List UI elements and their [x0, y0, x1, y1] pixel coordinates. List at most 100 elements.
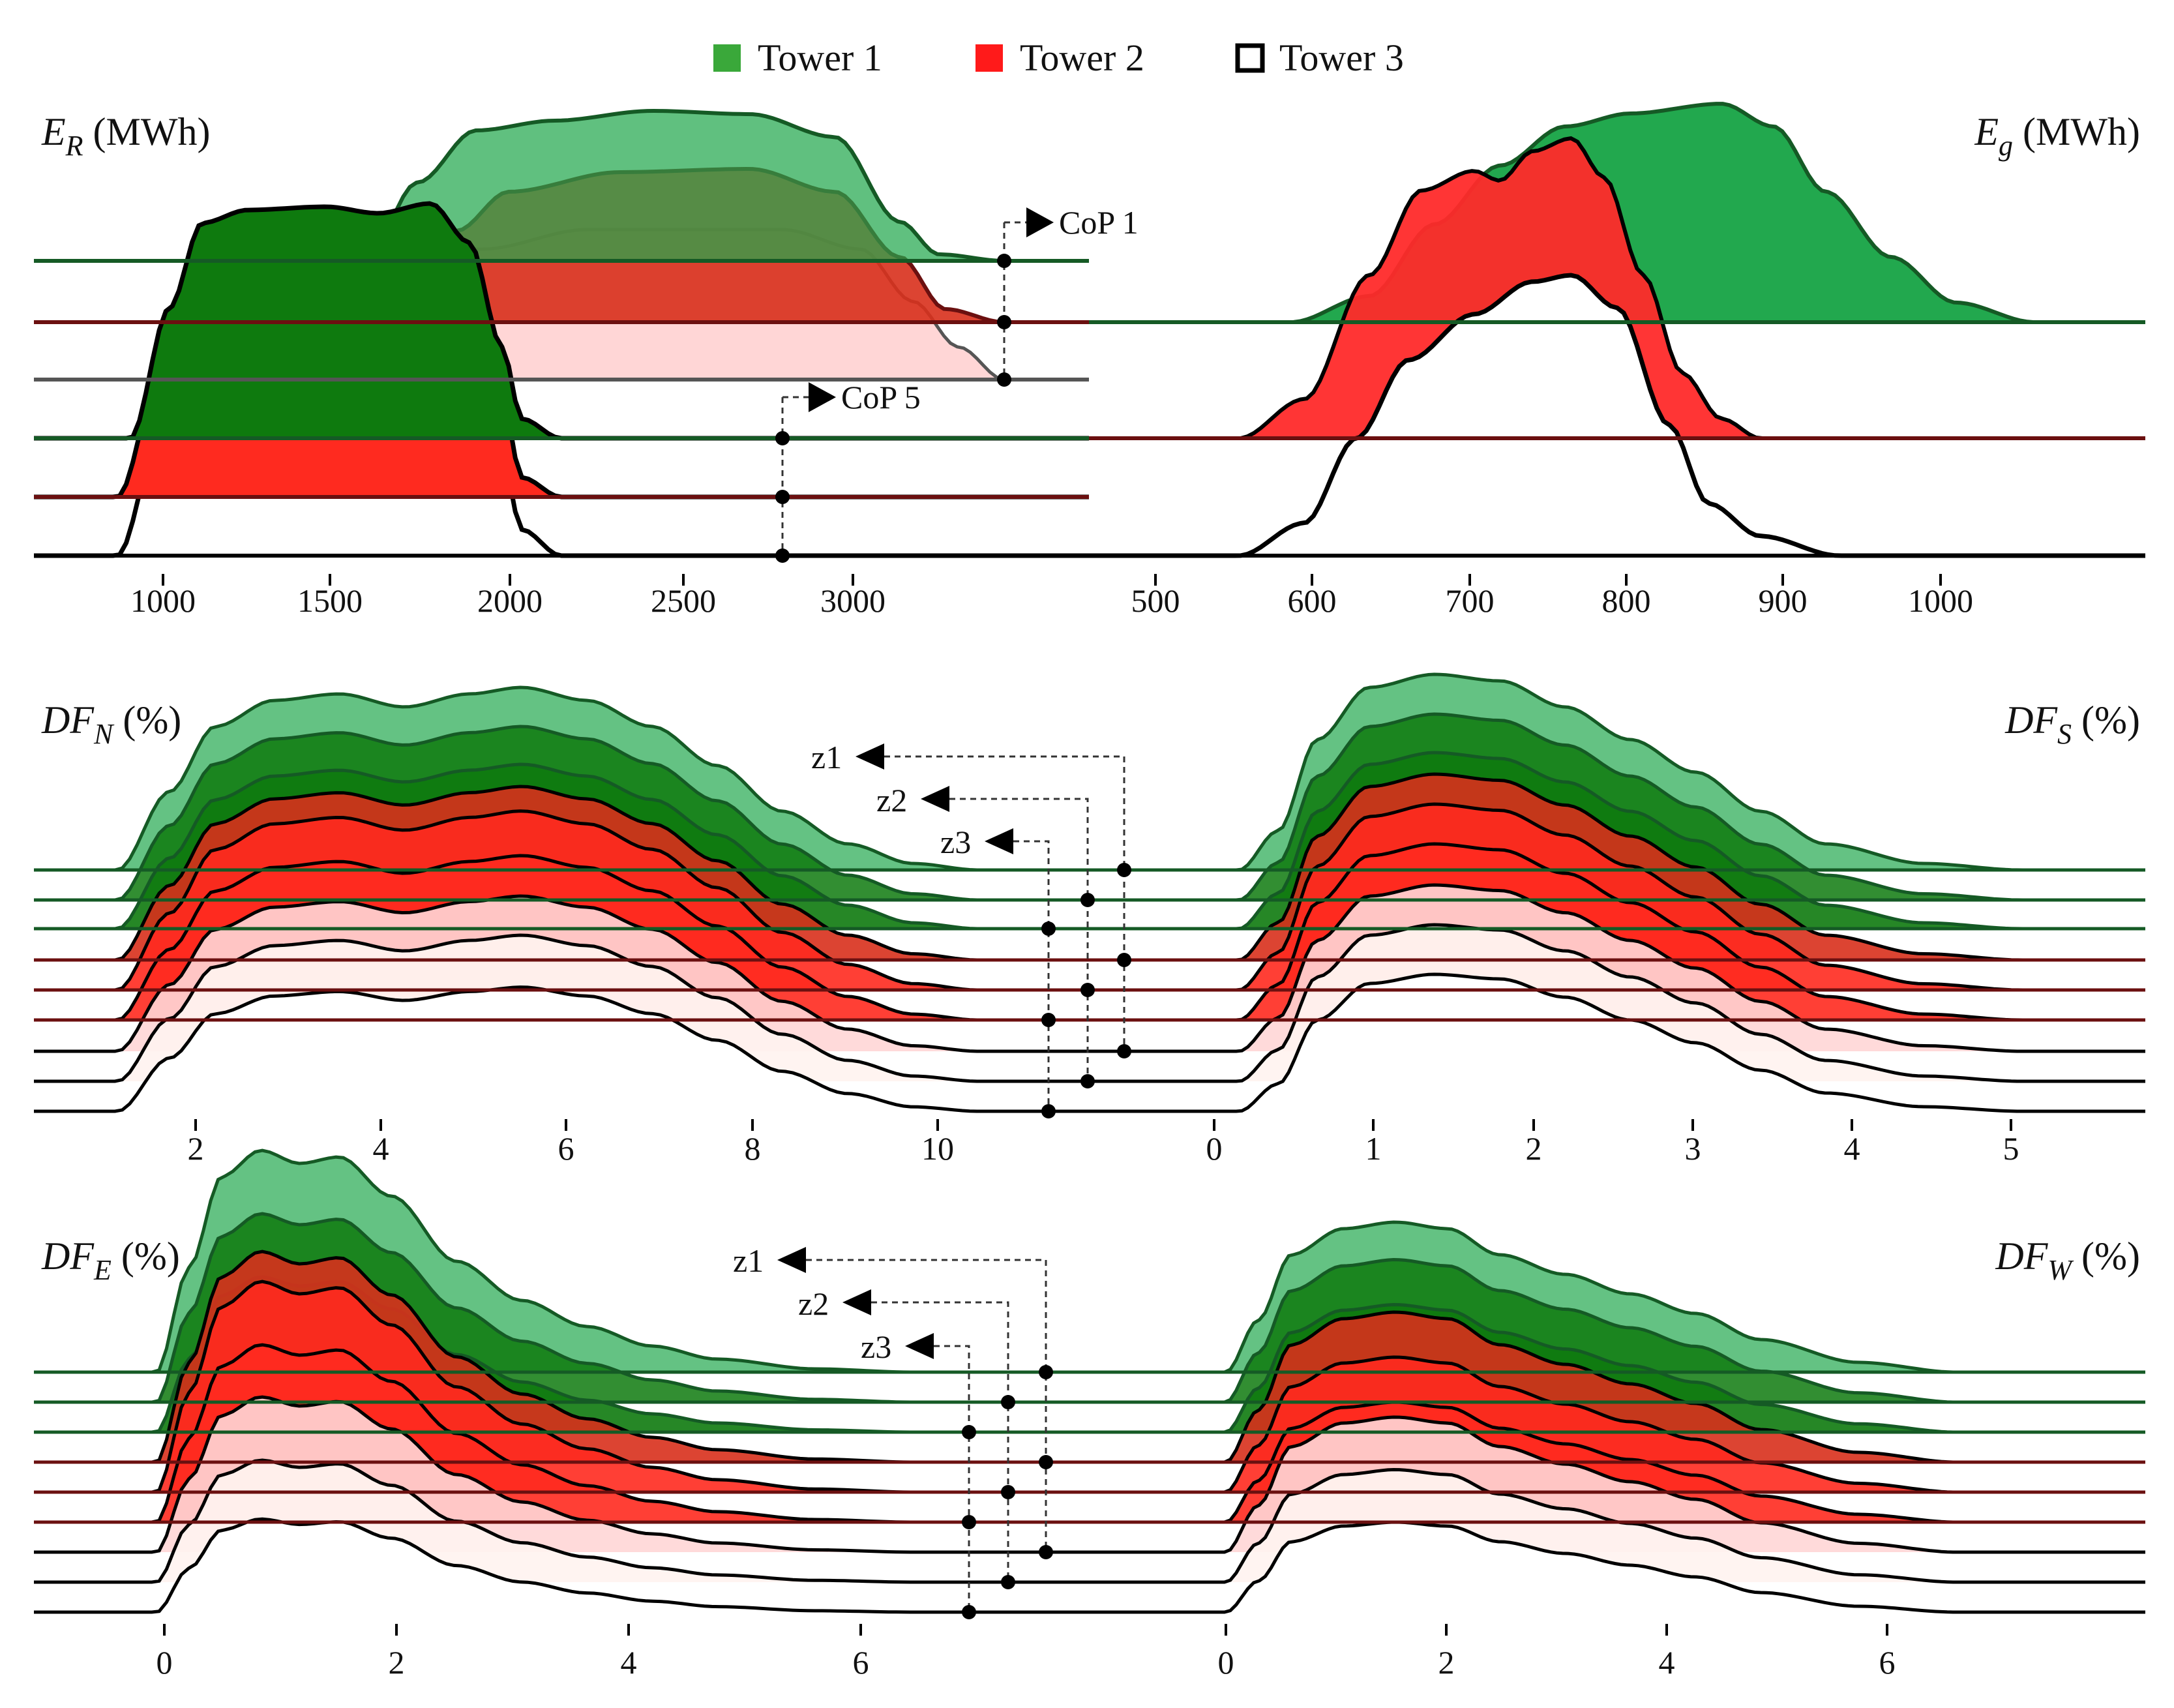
- tick-label-ER-1: 1500: [297, 582, 363, 619]
- ridge-dfe-6-line: [34, 1395, 1213, 1554]
- ridge-dfe-8: [34, 1517, 1213, 1614]
- zone-z1-arrow-icon: [777, 1247, 806, 1273]
- dfe-z2-dot-2: [1001, 1575, 1015, 1589]
- ridge-dfs-8: [1213, 972, 2145, 1113]
- zone-label-z1-dfn: z1: [811, 739, 842, 775]
- ridges-dfn: [34, 685, 1213, 1113]
- cop1-dot-1: [997, 315, 1011, 329]
- dfe-z2-connector: [871, 1301, 1009, 1582]
- zone-labels-dfn: z1 z2 z3: [811, 739, 1013, 860]
- tick-label-DFE-2: 4: [621, 1644, 637, 1681]
- tick-label-DFN-0: 2: [188, 1130, 204, 1167]
- ridge-dfe-8-line: [34, 1517, 1213, 1614]
- ridge-dfw-8: [1213, 1520, 2145, 1614]
- zone-label-z2-dfe: z2: [798, 1285, 829, 1322]
- cop5-dot-2: [775, 548, 790, 563]
- zone-z1-arrow-icon: [856, 743, 884, 770]
- zone-z3-arrow-icon: [905, 1333, 934, 1359]
- tick-label-DFN-3: 8: [745, 1130, 761, 1167]
- zone-z3-arrow-icon: [985, 828, 1013, 854]
- ridges-dfe: [34, 1148, 1213, 1614]
- tick-label-DFS-4: 4: [1844, 1130, 1860, 1167]
- ridge-dfs-8-line: [1213, 972, 2145, 1113]
- title-eg: Eg (MWh): [1974, 110, 2140, 162]
- legend-swatch-tower-2: [975, 44, 1003, 72]
- dfe-z1-dot-0: [1039, 1365, 1053, 1379]
- dfn-z3-dot-2: [1041, 1104, 1056, 1118]
- tick-label-DFW-0: 0: [1218, 1644, 1234, 1681]
- ridge-dfw-8-line: [1213, 1520, 2145, 1614]
- ridges-dfw: [1213, 1220, 2145, 1614]
- ridge-dfn-7-line: [34, 933, 1213, 1083]
- dfn-z3-dot-1: [1041, 1013, 1056, 1027]
- dfe-z3-connector: [934, 1345, 970, 1612]
- tick-label-ER-0: 1000: [130, 582, 196, 619]
- tick-label-Eg-1: 600: [1288, 582, 1337, 619]
- title-dfw: DFW (%): [1995, 1235, 2140, 1286]
- cop1-arrow-icon: [1026, 207, 1054, 237]
- tick-label-ER-3: 2500: [651, 582, 716, 619]
- tick-label-DFS-3: 3: [1685, 1130, 1701, 1167]
- tick-label-DFW-2: 4: [1659, 1644, 1675, 1681]
- tick-label-DFW-3: 6: [1879, 1644, 1896, 1681]
- ridge-eg-tower2-fill: [1089, 138, 2145, 438]
- cop5-label: CoP 5: [841, 379, 921, 415]
- dfe-z2-dot-0: [1001, 1395, 1015, 1409]
- ridge-er-cop1-tower1-fill: [34, 111, 1089, 261]
- dfn-z3-dot-0: [1041, 921, 1056, 936]
- tick-label-DFN-1: 4: [373, 1130, 389, 1167]
- zone-label-z1-dfe: z1: [733, 1242, 764, 1279]
- dfn-z1-dot-1: [1117, 953, 1131, 967]
- tick-label-Eg-2: 700: [1446, 582, 1495, 619]
- ridge-dfs-7-line: [1213, 923, 2145, 1083]
- ridge-dfw-7-line: [1213, 1467, 2145, 1584]
- zone-labels-dfe: z1 z2 z3: [733, 1242, 934, 1365]
- dfn-z2-dot-1: [1080, 983, 1095, 997]
- legend: Tower 1 Tower 2 Tower 3: [713, 37, 1404, 79]
- dfn-z1-dot-0: [1117, 863, 1131, 877]
- dfn-z1-connector: [884, 755, 1125, 1050]
- ridge-dfs-8-fill: [1213, 974, 2145, 1111]
- ridge-dfe-7-line: [34, 1458, 1213, 1584]
- zone-z2-arrow-icon: [921, 786, 949, 812]
- zone-label-z2-dfn: z2: [876, 782, 907, 818]
- ridge-dfn-8-line: [34, 985, 1213, 1113]
- legend-swatch-tower-3: [1235, 43, 1265, 73]
- ridge-dfs-6-line: [1213, 883, 2145, 1053]
- title-er: ER (MWh): [41, 110, 211, 162]
- tick-label-DFE-3: 6: [853, 1644, 869, 1681]
- ridge-dfn-6-line: [34, 894, 1213, 1053]
- dfn-z3-connector: [1013, 840, 1050, 1111]
- dfe-z3-dot-0: [962, 1425, 976, 1439]
- tick-label-DFN-2: 6: [558, 1130, 574, 1167]
- legend-swatch-tower-1: [713, 44, 741, 72]
- tick-label-Eg-0: 500: [1131, 582, 1180, 619]
- ridge-dfn-8: [34, 985, 1213, 1113]
- zone-z2-arrow-icon: [842, 1289, 871, 1315]
- tick-label-Eg-3: 800: [1602, 582, 1651, 619]
- ridge-dfw-6-line: [1213, 1415, 2145, 1554]
- dfe-z3-dot-2: [962, 1605, 976, 1619]
- tick-label-DFE-0: 0: [156, 1644, 173, 1681]
- dfn-z2-dot-0: [1080, 893, 1095, 907]
- legend-label-tower-1: Tower 1: [758, 37, 882, 79]
- cop1-dot-0: [997, 254, 1011, 268]
- cop5-arrow-icon: [809, 382, 836, 412]
- title-dfe: DFE (%): [41, 1235, 180, 1286]
- tick-label-DFN-4: 10: [921, 1130, 954, 1167]
- cop1-dot-2: [997, 372, 1011, 387]
- dfn-z1-dot-2: [1117, 1044, 1131, 1058]
- zone-label-z3-dfn: z3: [940, 824, 971, 860]
- dfe-z1-connector: [806, 1259, 1047, 1552]
- dfe-z2-dot-1: [1001, 1485, 1015, 1499]
- ridges-eg: [1089, 102, 2145, 558]
- title-dfs: DFS (%): [2004, 698, 2140, 750]
- ridge-eg-tower3-fill: [1089, 275, 2145, 556]
- x-axis-ticks: 1000 1500 2000 2500 3000 500 600 700 800 900 10002…: [130, 574, 2019, 1681]
- ridge-dfe-8-fill: [34, 1519, 1213, 1612]
- tick-label-DFS-0: 0: [1206, 1130, 1223, 1167]
- dfe-z1-dot-2: [1039, 1545, 1053, 1559]
- tick-label-DFS-2: 2: [1526, 1130, 1542, 1167]
- tick-label-DFE-1: 2: [389, 1644, 405, 1681]
